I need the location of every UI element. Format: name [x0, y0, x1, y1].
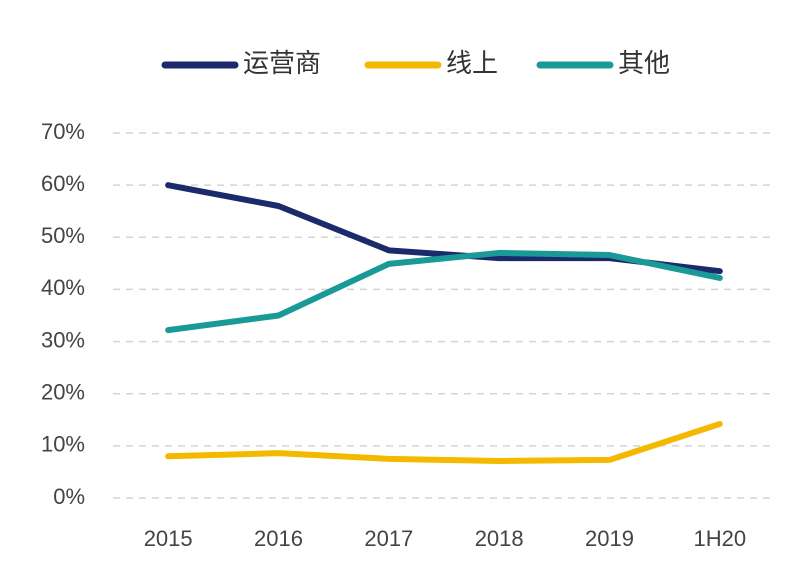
x-tick-label: 2016	[254, 526, 303, 551]
series-line	[165, 420, 723, 464]
y-tick-label: 70%	[41, 119, 85, 144]
y-tick-label: 10%	[41, 432, 85, 457]
x-tick-label: 2019	[585, 526, 634, 551]
y-tick-label: 60%	[41, 171, 85, 196]
series-line	[165, 249, 723, 334]
y-tick-label: 30%	[41, 327, 85, 352]
x-tick-label: 1H20	[694, 526, 747, 551]
x-tick-label: 2018	[475, 526, 524, 551]
legend-label: 运营商	[243, 48, 321, 78]
y-tick-label: 40%	[41, 275, 85, 300]
legend-label: 线上	[446, 48, 498, 78]
y-tick-label: 20%	[41, 380, 85, 405]
y-tick-label: 50%	[41, 223, 85, 248]
x-tick-label: 2017	[364, 526, 413, 551]
x-tick-label: 2015	[144, 526, 193, 551]
y-tick-label: 0%	[53, 484, 85, 509]
legend-label: 其他	[618, 48, 670, 78]
